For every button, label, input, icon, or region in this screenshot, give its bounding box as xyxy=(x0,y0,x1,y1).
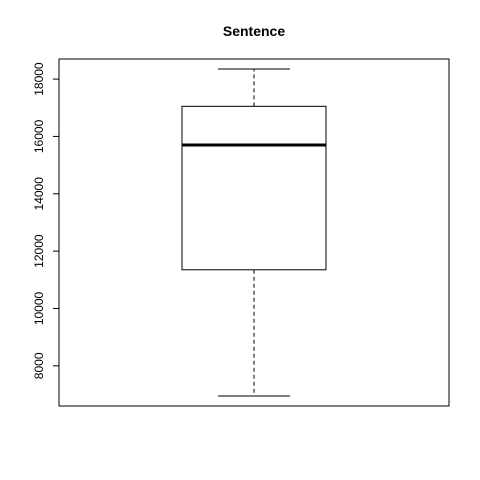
y-tick-label: 18000 xyxy=(32,62,46,96)
y-tick-label: 10000 xyxy=(32,291,46,325)
boxplot xyxy=(181,68,327,397)
y-tick-label: 14000 xyxy=(32,177,46,211)
y-tick-label: 12000 xyxy=(32,234,46,268)
iqr-box xyxy=(181,105,327,271)
chart-title: Sentence xyxy=(223,23,285,39)
y-tick-label: 8000 xyxy=(32,352,46,379)
y-axis-ticks: 8000 10000 12000 14000 16000 18000 xyxy=(32,62,59,379)
y-tick-label: 16000 xyxy=(32,119,46,153)
